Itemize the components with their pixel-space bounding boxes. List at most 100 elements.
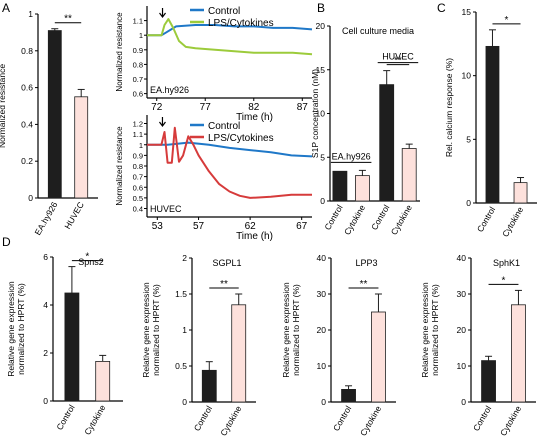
y-tick-label: 0 xyxy=(43,396,48,406)
y-tick-label: 15 xyxy=(462,7,472,17)
chart-title: LPP3 xyxy=(355,258,377,268)
bar xyxy=(371,311,386,403)
y-tick-label: 1.2 xyxy=(133,120,143,129)
y-tick-label: 1.5 xyxy=(175,289,187,299)
bar xyxy=(481,360,496,403)
y-tick-label: 0.9 xyxy=(133,46,143,55)
y-axis-label: Rel. calcium response (%) xyxy=(444,58,454,157)
y-axis-label: normalized to HPRT (%) xyxy=(151,284,161,376)
y-axis-label: normalized to HPRT (%) xyxy=(16,283,26,375)
bar xyxy=(354,175,370,202)
x-axis-label: Time (h) xyxy=(236,231,273,242)
chart-D4: 0 10 20 30 40 SphK1 Control Cytokine * xyxy=(457,253,536,438)
y-axis-label: normalized to HPRT (%) xyxy=(430,284,440,376)
x-tick-label: Cytokine xyxy=(358,404,383,438)
y-tick-label: 15 xyxy=(316,65,326,75)
y-tick-label: 0.7 xyxy=(133,75,143,84)
treatment-arrow-icon xyxy=(159,8,167,18)
bar xyxy=(332,170,348,202)
bar xyxy=(201,369,217,403)
bar xyxy=(513,182,528,204)
y-tick-label: 4 xyxy=(43,300,48,310)
bar xyxy=(64,292,80,402)
bar xyxy=(401,148,417,202)
bar xyxy=(379,84,395,202)
y-tick-label: 10 xyxy=(457,361,467,371)
legend-label: Control xyxy=(208,121,240,132)
legend-label: LPS/Cytokines xyxy=(208,18,274,29)
x-tick-label: 87 xyxy=(297,102,309,113)
significance-marker: * xyxy=(505,15,509,26)
y-tick-label: 20 xyxy=(316,21,326,31)
x-tick-label: Control xyxy=(331,404,353,433)
x-tick-label: Cytokine xyxy=(389,203,414,237)
y-tick-label: 0 xyxy=(320,196,325,206)
x-axis-label: Time (h) xyxy=(236,112,273,123)
y-axis-label: Relative gene expression xyxy=(281,282,291,378)
x-tick-label: 82 xyxy=(248,102,260,113)
y-tick-label: 0.8 xyxy=(133,60,143,69)
inner-label: HUVEC xyxy=(150,204,182,214)
significance-marker: ** xyxy=(220,279,228,290)
y-tick-label: 0.9 xyxy=(133,151,143,160)
y-tick-label: 0.8 xyxy=(21,46,33,56)
treatment-arrow-icon xyxy=(158,117,166,127)
chart-D3: 0 10 20 30 40 LPP3 Control Cytokine ** xyxy=(317,253,396,438)
panel-label: A xyxy=(2,1,10,15)
significance-marker: ** xyxy=(360,279,368,290)
y-tick-label: 40 xyxy=(457,253,467,263)
y-tick-label: 0.2 xyxy=(21,156,33,166)
x-tick-label: Cytokine xyxy=(82,403,107,437)
series-line-1 xyxy=(147,126,312,199)
y-tick-label: 0 xyxy=(321,397,326,407)
series-line-0 xyxy=(147,141,313,158)
y-tick-label: 0.6 xyxy=(133,90,143,99)
y-axis-label: Relative gene expression xyxy=(6,281,16,377)
chart-D2: 0 0.5 1 1.5 2 SGPL1 Control Cytokine ** xyxy=(175,253,256,438)
x-tick-label: Cytokine xyxy=(498,404,523,438)
y-axis-label: Normalized resistance xyxy=(115,126,124,206)
y-axis-label: Normalized resistance xyxy=(115,12,124,92)
y-tick-label: 5 xyxy=(320,152,325,162)
y-tick-label: 2 xyxy=(182,253,187,263)
significance-marker: ** xyxy=(394,56,402,67)
x-tick-label: 53 xyxy=(152,221,164,232)
x-tick-label: Control xyxy=(192,404,214,433)
y-axis-label: normalized to HPRT (%) xyxy=(291,284,301,376)
y-tick-label: 1 xyxy=(139,141,143,150)
y-tick-label: 1.1 xyxy=(133,130,143,139)
bar xyxy=(47,30,62,199)
x-tick-label: Cytokine xyxy=(500,205,525,239)
panel-label: D xyxy=(2,235,11,249)
y-tick-label: 10 xyxy=(316,109,326,119)
bar xyxy=(231,304,247,403)
chart-A_line_huvec: 0.4 0.5 0.60.7 0.8 0.91 1.11.2 53 57 62 67 Time (h… xyxy=(115,115,313,242)
y-tick-label: 0.5 xyxy=(175,361,187,371)
y-tick-label: 1 xyxy=(182,325,187,335)
y-tick-label: 0.5 xyxy=(133,194,143,203)
y-tick-label: 1 xyxy=(28,9,33,19)
group-label: HUVEC xyxy=(382,52,414,62)
x-tick-label: HUVEC xyxy=(62,200,86,231)
y-tick-label: 5 xyxy=(466,134,471,144)
y-tick-label: 1 xyxy=(139,31,143,40)
chart-title: Spns2 xyxy=(78,257,104,267)
y-tick-label: 10 xyxy=(462,71,472,81)
x-tick-label: Cytokine xyxy=(218,404,243,438)
y-tick-label: 0 xyxy=(28,193,33,203)
bar xyxy=(511,304,526,403)
y-axis-label: Relative gene expression xyxy=(420,282,430,378)
x-tick-label: Control xyxy=(369,203,391,232)
x-tick-label: 67 xyxy=(296,221,308,232)
y-tick-label: 30 xyxy=(457,289,467,299)
y-tick-label: 0.7 xyxy=(133,173,143,182)
panel-label: B xyxy=(317,1,325,15)
chart-A_line_ea: 0.6 0.7 0.8 0.9 1 1.1 72 77 82 87 Time (h) Normaliz… xyxy=(115,6,313,123)
x-tick-label: Cytokine xyxy=(342,203,367,237)
y-axis-label: Normalized resistance xyxy=(0,64,7,148)
legend-label: Control xyxy=(208,6,240,17)
x-tick-label: 62 xyxy=(245,221,257,232)
inner-label: EA.hy926 xyxy=(150,85,189,95)
y-tick-label: 20 xyxy=(317,325,327,335)
